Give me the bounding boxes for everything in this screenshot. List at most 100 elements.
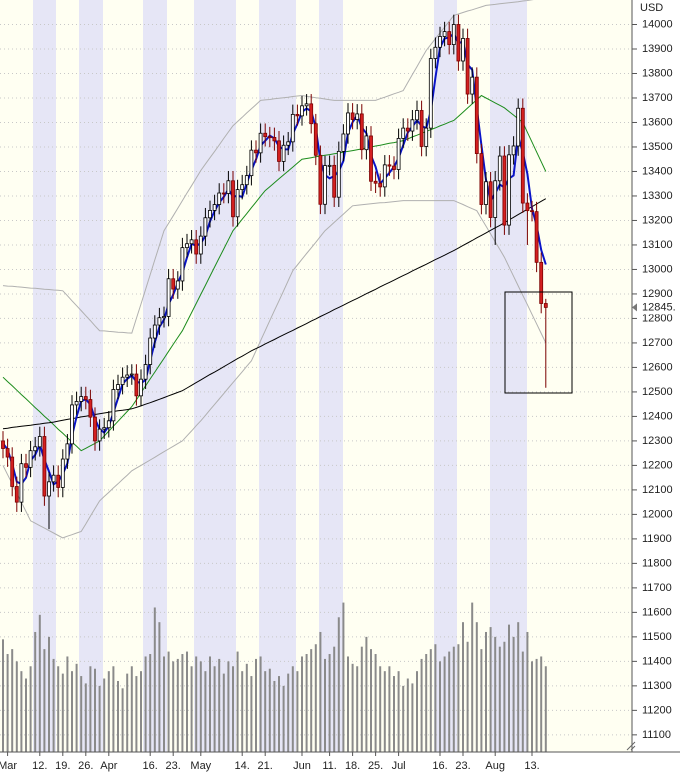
- candle-body: [433, 46, 438, 59]
- volume-bar: [475, 622, 478, 752]
- candle-body: [65, 443, 70, 460]
- y-tick-label: 13500: [642, 141, 673, 153]
- candle-body: [405, 127, 410, 132]
- candle-body: [235, 189, 240, 218]
- volume-bar: [374, 654, 377, 752]
- candle-body: [507, 154, 511, 226]
- x-tick-label: Jul: [392, 760, 406, 772]
- volume-bar: [250, 676, 253, 752]
- x-tick-label: May: [190, 760, 211, 772]
- y-axis-label: USD: [640, 2, 663, 14]
- candle-body: [419, 110, 424, 147]
- volume-bar: [282, 685, 285, 752]
- volume-bar: [213, 666, 216, 752]
- candle-body: [359, 113, 364, 151]
- candle-body: [530, 210, 534, 213]
- candle-body: [148, 337, 153, 365]
- volume-bar: [153, 607, 156, 752]
- candle-body: [451, 24, 456, 45]
- candle-body: [93, 416, 97, 442]
- candle-body: [185, 243, 189, 249]
- candle-body: [456, 24, 461, 62]
- volume-bar: [337, 617, 340, 752]
- volume-bar: [172, 661, 175, 752]
- plot-layer: [0, 0, 632, 752]
- candle-body: [300, 105, 304, 117]
- candle-body: [157, 317, 162, 326]
- y-tick-label: 11400: [642, 655, 672, 667]
- volume-bar: [135, 676, 138, 752]
- candle-body: [162, 316, 166, 319]
- volume-bar: [158, 622, 161, 752]
- candle-body: [139, 378, 143, 397]
- volume-bar: [305, 654, 308, 752]
- x-tick-label: Aug: [485, 760, 505, 772]
- volume-bar: [163, 656, 165, 752]
- volume-bar: [204, 671, 207, 752]
- y-tick-label: 13400: [642, 165, 673, 177]
- volume-bar: [480, 649, 483, 752]
- volume-bar: [126, 673, 129, 752]
- x-tick-label: Jun: [293, 760, 311, 772]
- y-tick-label: 11600: [642, 606, 672, 618]
- candle-body: [189, 239, 194, 245]
- volume-bar: [259, 656, 262, 752]
- candle-body: [88, 399, 93, 418]
- volume-bar: [38, 614, 41, 752]
- volume-bar: [360, 646, 363, 752]
- volume-bar: [227, 661, 230, 752]
- y-tick-label: 13900: [642, 43, 673, 55]
- volume-bar: [498, 646, 501, 752]
- volume-bar: [273, 680, 276, 752]
- candle-body: [116, 384, 120, 390]
- candle-body: [364, 135, 369, 151]
- candle-body: [488, 181, 493, 218]
- volume-bar: [448, 651, 451, 752]
- candle-body: [286, 141, 291, 146]
- y-tick-label: 11100: [642, 729, 671, 741]
- candle-body: [350, 112, 355, 120]
- candle-body: [19, 463, 24, 503]
- y-tick-label: 12200: [642, 459, 673, 471]
- highlight-box: [504, 291, 573, 394]
- candle-body: [442, 31, 447, 37]
- volume-bar: [236, 651, 239, 752]
- volume-bar: [489, 627, 492, 752]
- volume-bar: [48, 636, 50, 752]
- volume-bar: [452, 646, 455, 752]
- candle-body: [254, 149, 258, 154]
- candle-body: [369, 135, 373, 182]
- y-tick-label: 13300: [642, 190, 673, 202]
- candle-body: [341, 133, 346, 152]
- x-tick-label: 16.: [143, 760, 158, 772]
- volume-bar: [531, 661, 533, 752]
- candle-body: [424, 127, 429, 147]
- candle-body: [208, 210, 212, 219]
- candle-body: [180, 247, 185, 282]
- candle-body: [438, 36, 442, 48]
- volume-bar: [540, 656, 543, 752]
- volume-bar: [310, 649, 313, 752]
- volume-bar: [57, 666, 60, 752]
- volume-bar: [429, 649, 432, 752]
- candle-body: [198, 235, 203, 255]
- candle-body: [290, 113, 295, 143]
- volume-bar: [25, 678, 27, 752]
- y-tick-label: 11500: [642, 631, 672, 643]
- volume-bar: [107, 671, 110, 752]
- volume-bar: [494, 636, 497, 752]
- candle-body: [373, 180, 378, 184]
- volume-bar: [544, 666, 547, 752]
- candle-body: [281, 144, 286, 162]
- candle-body: [74, 401, 79, 406]
- y-tick-label: 13200: [642, 214, 673, 226]
- candle-body: [543, 303, 548, 308]
- volume-bar: [397, 671, 400, 752]
- y-tick-label: 13100: [642, 239, 673, 251]
- overlay-line: [2, 0, 534, 334]
- candle-body: [378, 182, 383, 188]
- last-price-box: [638, 300, 680, 315]
- candle-body: [484, 181, 488, 205]
- volume-bar: [89, 666, 92, 752]
